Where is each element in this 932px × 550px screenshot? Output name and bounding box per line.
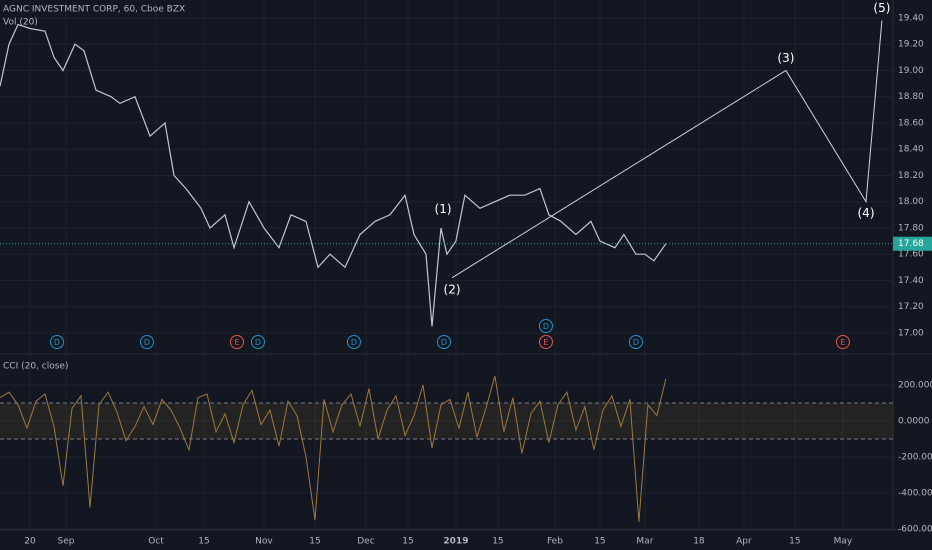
x-tick-label: 2019: [443, 537, 468, 547]
y-tick-label: 0.0000: [898, 417, 930, 427]
y-tick-label: 18.40: [898, 145, 924, 155]
last-value-label: 17.68: [898, 239, 924, 249]
x-tick-label: Mar: [636, 537, 653, 547]
x-tick-label: 18: [693, 537, 705, 547]
event-label: D: [441, 338, 447, 347]
x-tick-label: May: [834, 537, 853, 547]
event-label: E: [543, 338, 548, 347]
y-tick-label: -200.0000: [898, 452, 932, 462]
x-tick-label: Nov: [255, 537, 273, 547]
y-tick-label: 17.80: [898, 223, 924, 233]
x-tick-label: 15: [492, 537, 503, 547]
event-marker: [49, 335, 64, 349]
event-marker: [139, 335, 154, 349]
y-tick-label: 18.00: [898, 197, 924, 207]
event-label: E: [840, 338, 845, 347]
x-tick-label: 15: [309, 537, 320, 547]
event-marker: [346, 335, 361, 349]
series-line: [0, 375, 667, 522]
series-line: [0, 23, 667, 327]
y-tick-label: 18.60: [898, 118, 924, 128]
event-label: D: [543, 322, 549, 331]
y-tick-label: 19.00: [898, 66, 924, 76]
last-value-box: [893, 236, 932, 251]
x-tick-label: 15: [198, 537, 209, 547]
wave-label: (1): [435, 202, 452, 216]
x-tick-label: 15: [594, 537, 605, 547]
cci-band: [0, 403, 893, 440]
event-marker: [250, 335, 265, 349]
x-tick-label: 20: [24, 537, 36, 547]
y-tick-label: -600.0000: [898, 524, 932, 534]
event-label: D: [144, 338, 150, 347]
event-label: D: [255, 338, 261, 347]
cci-title: CCI (20, close): [3, 362, 68, 372]
y-tick-label: 17.00: [898, 328, 924, 338]
marks: [0, 20, 893, 522]
y-tick-label: 17.40: [898, 276, 924, 286]
wave-label: (3): [777, 51, 794, 65]
y-tick-label: 19.40: [898, 13, 924, 23]
x-tick-label: Dec: [357, 537, 374, 547]
event-marker: [835, 335, 850, 349]
event-marker: [229, 335, 244, 349]
event-label: D: [633, 338, 639, 347]
x-tick-label: Oct: [148, 537, 164, 547]
y-tick-label: -400.0000: [898, 488, 932, 498]
y-tick-label: 200.0000: [898, 381, 932, 391]
x-tick-label: Sep: [58, 537, 75, 547]
wave-label: (2): [444, 282, 461, 296]
x-tick-label: 15: [789, 537, 800, 547]
event-label: D: [54, 338, 60, 347]
volume-label: Vol (20): [3, 18, 38, 28]
event-marker: [628, 335, 643, 349]
chart-title: AGNC INVESTMENT CORP, 60, Cboe BZX: [3, 5, 185, 15]
y-tick-label: 17.60: [898, 250, 924, 260]
y-tick-label: 18.20: [898, 171, 924, 181]
x-tick-label: 15: [402, 537, 413, 547]
wave-line: [451, 20, 883, 279]
y-tick-label: 18.80: [898, 92, 924, 102]
x-tick-label: Feb: [547, 537, 563, 547]
grid: [0, 0, 893, 530]
event-marker: [538, 319, 553, 333]
event-marker: [538, 335, 553, 349]
y-tick-label: 17.20: [898, 302, 924, 312]
wave-label: (4): [858, 206, 875, 220]
event-marker: [436, 335, 451, 349]
event-label: D: [351, 338, 357, 347]
y-tick-label: 19.20: [898, 40, 924, 50]
event-label: E: [234, 338, 239, 347]
wave-label: (5): [873, 1, 890, 15]
x-tick-label: Apr: [736, 537, 752, 547]
